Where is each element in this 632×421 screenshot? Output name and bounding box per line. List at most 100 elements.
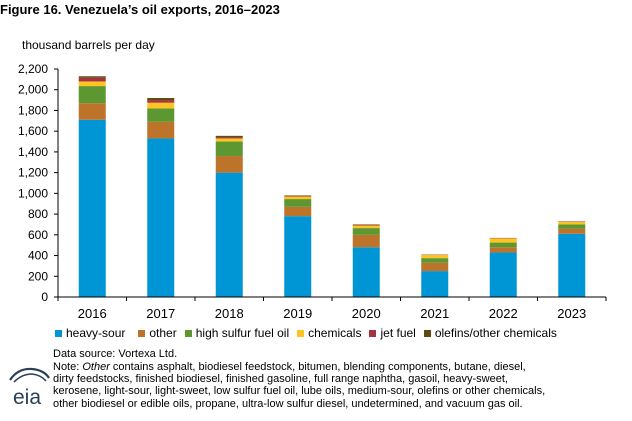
bar-segment-jet-fuel-2018	[215, 137, 243, 139]
x-tick-label: 2022	[489, 306, 518, 321]
legend-item: high sulfur fuel oil	[184, 326, 290, 340]
figure-title: Figure 16. Venezuela’s oil exports, 2016…	[0, 2, 280, 17]
y-axis: 0 200 400 600 800 1,000 1,200 1,400 1,600 1,800 2,…	[18, 62, 59, 304]
bar-segment-other-2020	[352, 234, 380, 248]
legend-item: chemicals	[297, 326, 361, 340]
bar-segment-heavy-sour-2023	[558, 233, 586, 297]
bar-segment-olefins-other-chemicals-2019	[284, 195, 312, 196]
y-axis-unit-label: thousand barrels per day	[22, 38, 155, 52]
bar-stack-2022	[489, 237, 517, 297]
bar-segment-chemicals-2017	[147, 102, 175, 109]
bar-segment-heavy-sour-2019	[284, 216, 312, 297]
x-axis: 2016 2017 2018 2019 2020 2021 2022 2023	[57, 296, 607, 321]
bar-segment-olefins-other-chemicals-2016	[78, 76, 106, 78]
x-tick-label: 2021	[420, 306, 449, 321]
bar-segment-other-2021	[421, 262, 449, 272]
bar-segment-other-2019	[284, 206, 312, 217]
bar-segment-chemicals-2022	[489, 238, 517, 243]
legend-label: heavy-sour	[66, 326, 126, 340]
y-tick-label: 1,400	[18, 145, 48, 159]
note-prefix: Note:	[53, 361, 83, 373]
x-tick-label: 2019	[283, 306, 312, 321]
bar-segment-heavy-sour-2017	[147, 138, 175, 297]
y-tick-label: 1,000	[18, 186, 48, 200]
y-tick-label: 2,000	[18, 83, 48, 97]
bar-segment-jet-fuel-2019	[284, 195, 312, 197]
x-tick-label: 2018	[215, 306, 244, 321]
y-tick-label: 1,200	[18, 166, 48, 180]
y-tick-label: 600	[28, 228, 48, 242]
y-tick-label: 800	[28, 207, 48, 221]
bar-segment-other-2018	[215, 156, 243, 173]
bar-segment-chemicals-2023	[558, 221, 586, 225]
legend-item: olefins/other chemicals	[423, 326, 557, 340]
note-line-1: Note: Other contains asphalt, biodiesel …	[53, 361, 628, 373]
bar-segment-other-2023	[558, 228, 586, 234]
legend-swatch	[184, 329, 192, 337]
y-tick-label: 1,600	[18, 124, 48, 138]
bar-segment-high-sulfur-fuel-oil-2020	[352, 228, 380, 235]
note-line-4: other biodiesel or edible oils, propane,…	[53, 397, 523, 410]
chart-legend: heavy-sour other high sulfur fuel oil chemi…	[55, 326, 565, 340]
bar-segment-other-2022	[489, 247, 517, 253]
data-source-note: Data source: Vortexa Ltd.	[53, 348, 178, 360]
bar-segment-chemicals-2018	[215, 138, 243, 142]
bar-segment-high-sulfur-fuel-oil-2023	[558, 224, 586, 229]
note-line-2: dirty feedstocks, finished biodiesel, fi…	[53, 373, 508, 386]
bar-segment-heavy-sour-2016	[78, 119, 106, 297]
bar-stacks	[78, 76, 586, 297]
bar-segment-high-sulfur-fuel-oil-2016	[78, 86, 106, 104]
x-tick-label: 2023	[557, 306, 586, 321]
note-line-1-text: contains asphalt, biodiesel feedstock, b…	[109, 361, 526, 373]
eia-logo-icon	[9, 367, 50, 383]
bar-segment-chemicals-2020	[352, 225, 380, 229]
bar-segment-chemicals-2019	[284, 196, 312, 200]
bar-segment-olefins-other-chemicals-2018	[215, 135, 243, 138]
bar-stack-2016	[78, 76, 106, 297]
bar-segment-chemicals-2021	[421, 255, 449, 259]
note-line-3: kerosene, light-sour, light-sweet, low s…	[53, 385, 546, 398]
y-tick-label: 0	[41, 290, 48, 304]
bar-stack-2017	[147, 98, 175, 297]
bar-segment-jet-fuel-2017	[147, 100, 175, 103]
eia-logo-text: eia	[13, 386, 42, 409]
bar-segment-heavy-sour-2021	[421, 271, 449, 297]
y-tick-label: 400	[28, 249, 48, 263]
bar-segment-heavy-sour-2020	[352, 247, 380, 297]
bar-stack-2020	[352, 224, 380, 297]
legend-label: other	[149, 326, 177, 340]
legend-swatch	[297, 329, 305, 337]
legend-label: olefins/other chemicals	[434, 326, 557, 340]
bar-stack-2021	[421, 254, 449, 297]
bar-stack-2023	[558, 221, 586, 297]
bar-segment-other-2016	[78, 103, 106, 120]
bar-segment-high-sulfur-fuel-oil-2019	[284, 199, 312, 207]
y-tick-label: 1,800	[18, 103, 48, 117]
legend-label: jet fuel	[380, 326, 416, 340]
legend-item: other	[138, 326, 177, 340]
bar-segment-olefins-other-chemicals-2017	[147, 98, 175, 101]
legend-swatch	[55, 329, 62, 337]
legend-swatch	[369, 329, 377, 337]
bar-segment-jet-fuel-2020	[352, 224, 380, 226]
legend-item: jet fuel	[369, 326, 416, 340]
bar-segment-jet-fuel-2016	[78, 77, 106, 82]
bar-segment-other-2017	[147, 121, 175, 139]
x-tick-label: 2020	[352, 306, 381, 321]
bar-segment-high-sulfur-fuel-oil-2018	[215, 141, 243, 157]
bar-segment-heavy-sour-2018	[215, 172, 243, 297]
note-italic-term: Other	[82, 361, 110, 373]
x-tick-label: 2017	[146, 306, 175, 321]
bar-segment-high-sulfur-fuel-oil-2021	[421, 258, 449, 263]
y-tick-label: 200	[28, 269, 48, 283]
legend-label: high sulfur fuel oil	[195, 326, 290, 340]
bar-segment-high-sulfur-fuel-oil-2022	[489, 242, 517, 248]
bar-stack-2019	[284, 195, 312, 297]
bar-segment-olefins-other-chemicals-2020	[352, 224, 380, 225]
chart-note: Note: Other contains asphalt, biodiesel …	[53, 361, 628, 410]
legend-item: heavy-sour	[55, 326, 125, 340]
bar-segment-high-sulfur-fuel-oil-2017	[147, 108, 175, 122]
bar-segment-chemicals-2016	[78, 81, 106, 87]
legend-swatch	[423, 329, 431, 337]
